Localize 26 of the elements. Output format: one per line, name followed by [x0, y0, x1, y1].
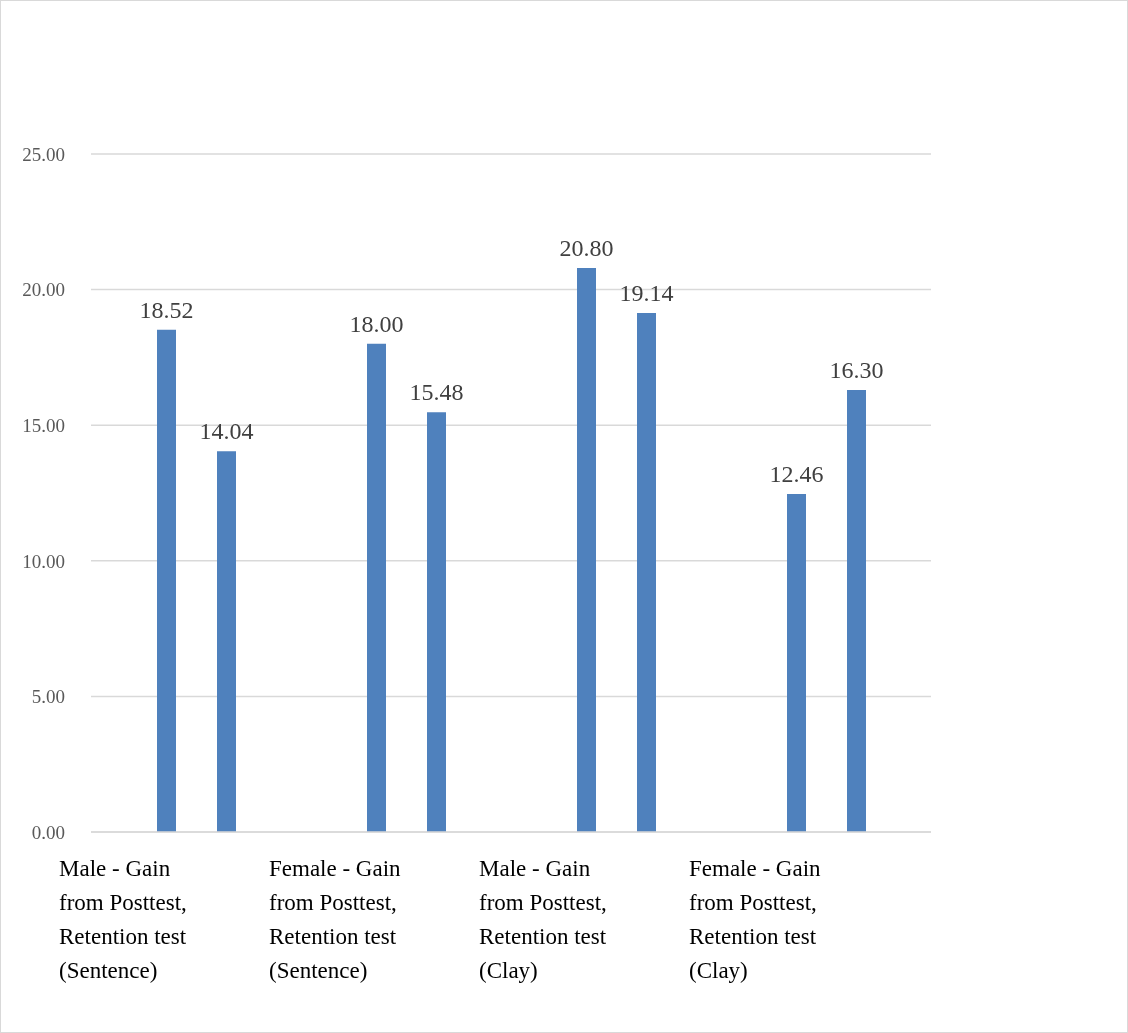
data-label: 14.04 — [199, 418, 254, 445]
data-label: 18.52 — [139, 296, 194, 323]
bar — [847, 389, 866, 832]
y-tick-label: 0.00 — [31, 821, 65, 843]
bar — [157, 329, 176, 832]
data-label: 18.00 — [349, 310, 404, 337]
y-tick-label: 10.00 — [22, 550, 65, 572]
data-label: 20.80 — [559, 234, 614, 261]
bar — [577, 267, 596, 832]
x-tick-label: Female - Gain from Posttest, Retention test (Clay) — [689, 856, 822, 983]
data-label: 12.46 — [769, 461, 824, 488]
bar — [787, 494, 806, 832]
y-tick-label: 5.00 — [31, 686, 65, 708]
x-tick-label: Female - Gain from Posttest, Retention test (Sentence) — [269, 856, 402, 983]
x-tick-label: Male - Gain from Posttest, Retention test (Sentence) — [59, 856, 187, 983]
bar — [637, 312, 656, 832]
bar — [217, 451, 236, 832]
bar — [427, 412, 446, 832]
y-tick-label: 25.00 — [22, 143, 65, 165]
data-label: 16.30 — [829, 356, 884, 383]
y-tick-label: 15.00 — [22, 414, 65, 436]
bar — [367, 343, 386, 832]
data-label: 19.14 — [619, 279, 674, 306]
x-tick-label: Male - Gain from Posttest, Retention test (Clay) — [479, 856, 607, 983]
data-label: 15.48 — [409, 379, 464, 406]
y-tick-label: 20.00 — [22, 279, 65, 301]
